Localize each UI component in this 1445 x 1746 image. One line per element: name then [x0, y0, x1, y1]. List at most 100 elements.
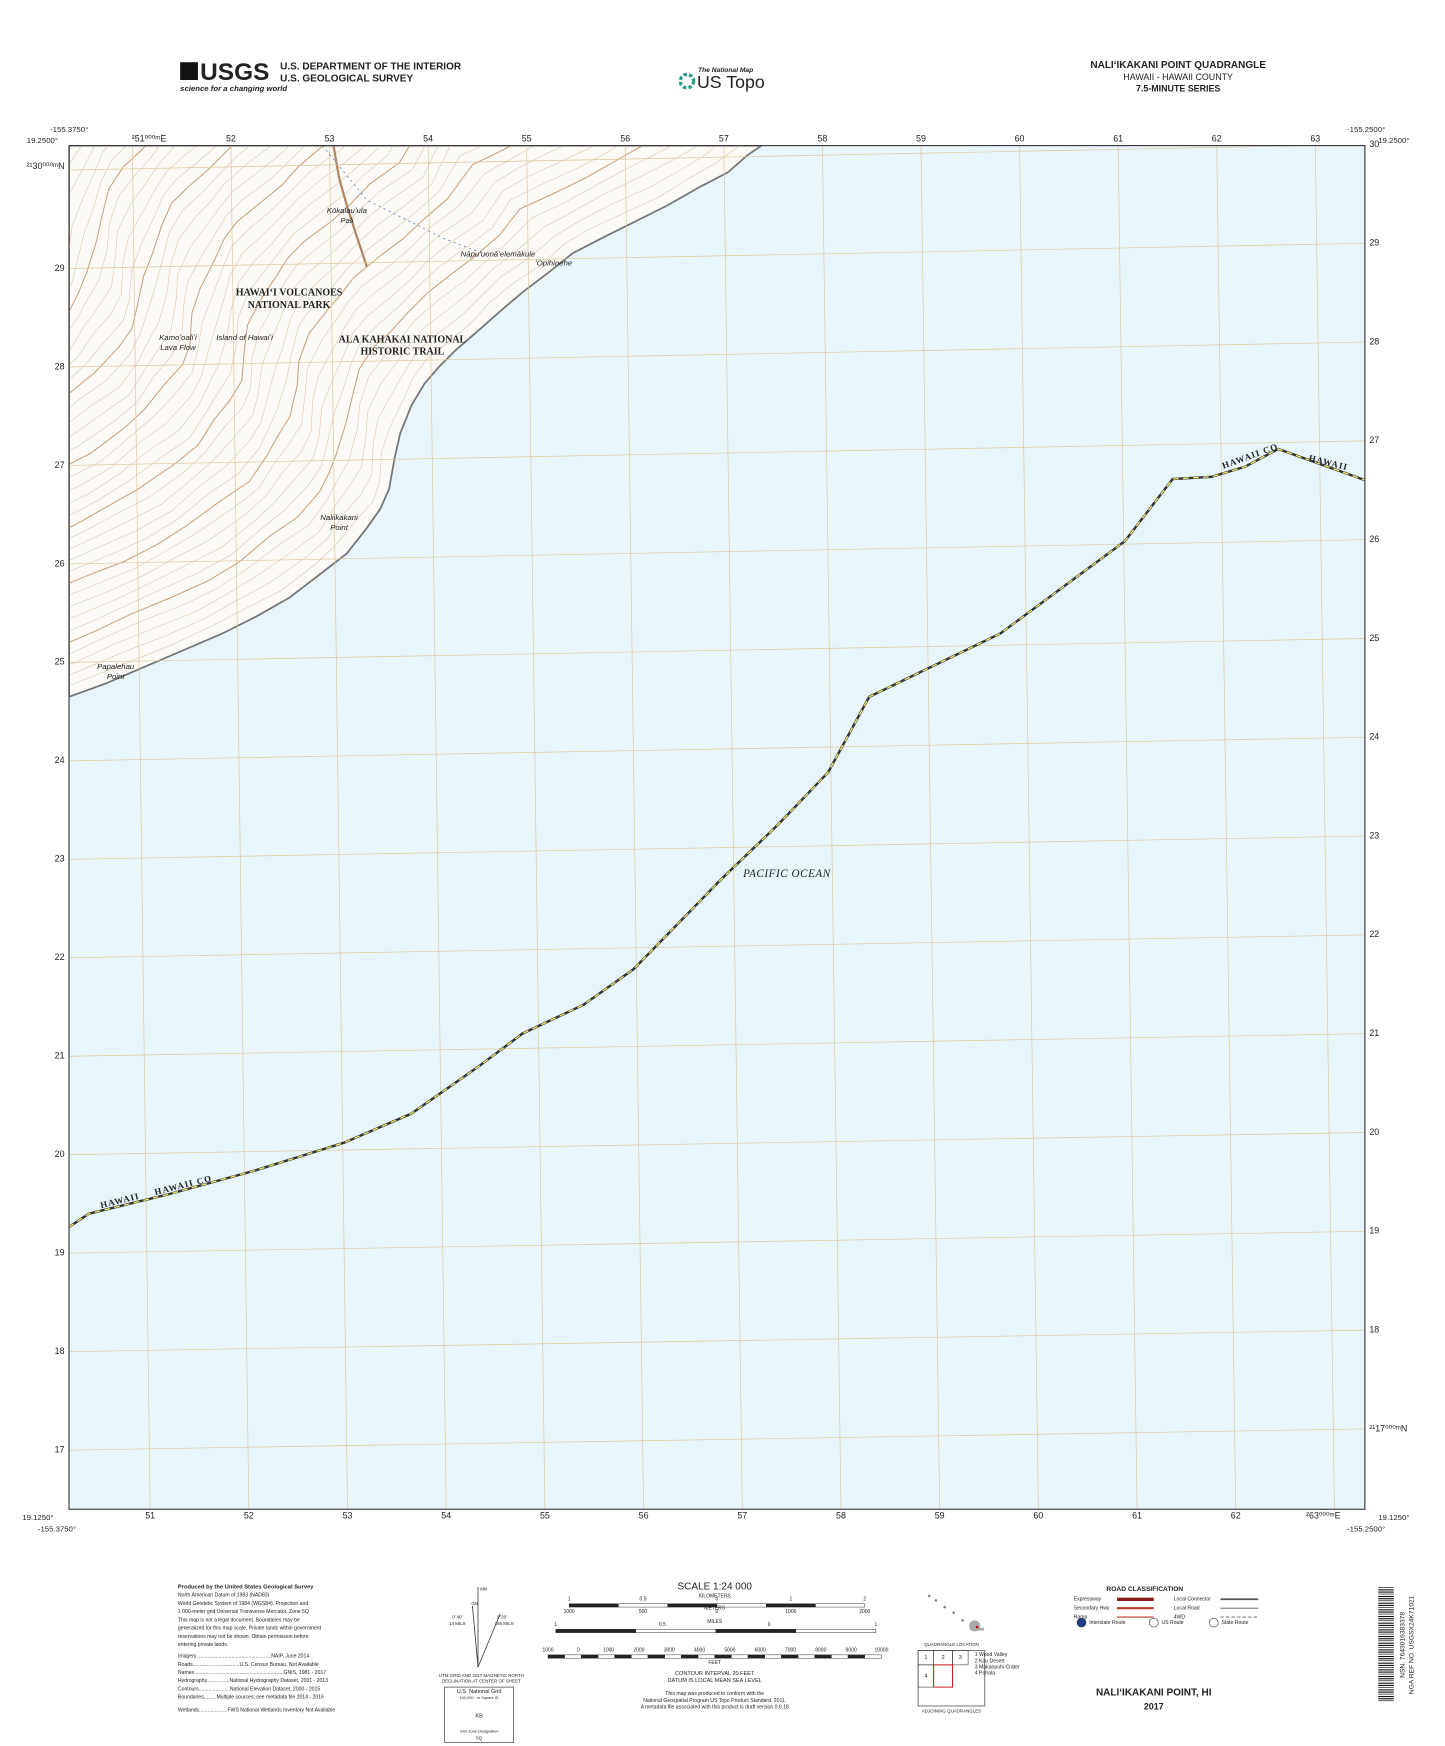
grid-label: 62	[1231, 1510, 1241, 1520]
grid-label: 53	[325, 133, 335, 143]
barcode-bar	[1378, 1609, 1394, 1611]
grid-label: 29	[1369, 238, 1379, 248]
contour-line	[69, 145, 495, 503]
grid-label: 20	[1369, 1127, 1379, 1137]
scale-bar-segment	[547, 1654, 565, 1659]
barcode-bar	[1378, 1664, 1394, 1666]
place-name: Papalehau	[97, 662, 135, 671]
contour-line	[69, 145, 625, 596]
grid-line	[69, 145, 1326, 171]
grid-label: 22	[1369, 929, 1379, 939]
scale-tick-label: 6000	[755, 1648, 766, 1654]
logo-tagline: science for a changing world	[180, 84, 287, 93]
corner-label: 19.2500°	[1378, 136, 1409, 145]
barcode-bar	[1378, 1695, 1394, 1698]
grid-line	[69, 341, 1365, 368]
barcode-bar	[1378, 1604, 1394, 1606]
barcode-bar	[1378, 1629, 1394, 1631]
barcode-bar	[1378, 1640, 1394, 1642]
scale-tick-label: 500	[639, 1609, 648, 1615]
grid-label: 60	[1033, 1510, 1043, 1520]
grid-line	[69, 242, 1365, 269]
grid-label: 63	[1310, 133, 1320, 143]
scale-bar-segment	[714, 1654, 732, 1659]
grid-line	[69, 934, 1365, 959]
standard-note: A metadata file associated with this pro…	[641, 1704, 789, 1710]
grid-line	[230, 145, 250, 1510]
barcode-bar	[1378, 1613, 1394, 1615]
barcode-bar	[1378, 1615, 1394, 1618]
scale-tick-label: 8000	[815, 1648, 826, 1654]
survey: U.S. GEOLOGICAL SURVEY	[280, 74, 413, 85]
grid-label: 25	[1369, 633, 1379, 643]
scale-tick-label: 4000	[694, 1648, 705, 1654]
scale-bar-segment	[635, 1629, 717, 1633]
contour-line	[69, 145, 512, 517]
contour-line	[69, 145, 710, 662]
grid-line	[526, 145, 546, 1510]
scale-tick-label: 1	[789, 1597, 792, 1603]
road-class: 4WD	[1174, 1614, 1186, 1620]
scale-tick-label: 7000	[785, 1648, 796, 1654]
road-class: Ramp	[1074, 1614, 1088, 1620]
declination-label: 9°20'	[497, 1614, 507, 1619]
credit-line: Imagery.................................…	[178, 1654, 309, 1660]
scale-bar-segment	[847, 1654, 865, 1659]
barcode-bar	[1378, 1591, 1394, 1593]
barcode-bar	[1378, 1589, 1394, 1591]
contour-line	[69, 145, 451, 474]
standard-note: National Geospatial Program US Topo Prod…	[643, 1698, 786, 1704]
series: 7.5-MINUTE SERIES	[1136, 83, 1220, 93]
grid-label: ²51⁰⁰⁰ᵐE	[132, 133, 167, 143]
contour-line	[69, 145, 504, 510]
grid-line	[69, 440, 1365, 466]
scale-bar-segment	[631, 1654, 649, 1659]
grid-line	[69, 539, 1365, 565]
grid-label: 21	[1369, 1028, 1379, 1038]
barcode-bar	[1378, 1689, 1394, 1691]
quad-title: NALIʻIKAKANI POINT QUADRANGLE	[1090, 60, 1266, 71]
road-class: Local Connector	[1174, 1597, 1212, 1603]
credit-line: Names...................................…	[178, 1670, 326, 1676]
quad-location-marker	[975, 1625, 979, 1629]
contour-line	[69, 145, 444, 466]
grid-label: 54	[423, 133, 433, 143]
contour-line	[69, 145, 732, 676]
usng-label: 5Q	[476, 1735, 482, 1740]
current-quad	[933, 1664, 954, 1688]
barcode-bar	[1378, 1667, 1394, 1668]
credit-line: entering private lands.	[178, 1642, 228, 1648]
road-class: Local Road	[1174, 1606, 1200, 1612]
barcode-bar	[1378, 1635, 1394, 1638]
place-name: Island of Hawaiʻi	[216, 333, 273, 342]
contour-line	[69, 145, 459, 481]
scale-tick-label: 1	[874, 1622, 877, 1628]
standard-note: This map was produced to conform with th…	[665, 1691, 764, 1697]
scale-bar-segment	[715, 1629, 797, 1633]
scale-bar-segment	[564, 1654, 582, 1659]
place-name: HAWAIʻI VOLCANOES	[236, 288, 343, 299]
us-topo-icon	[678, 72, 696, 90]
place-name: Naliikakani	[320, 513, 358, 522]
contour-line	[69, 145, 580, 568]
grid-label: 52	[244, 1510, 254, 1520]
place-name: ʻOpihinehe	[535, 258, 573, 267]
credit-line: Wetlands....................FWS National…	[178, 1707, 335, 1713]
grid-line	[69, 1428, 1365, 1451]
place-name: Lava Flow	[160, 343, 197, 352]
scale-bar-segment	[597, 1654, 615, 1659]
grid-line	[69, 1329, 1365, 1353]
grid-label: 61	[1113, 133, 1123, 143]
place-name: NATIONAL PARK	[248, 300, 331, 311]
contour-line	[69, 145, 565, 553]
scale-tick-label: 0	[768, 1622, 771, 1628]
corner-label: -155.3750°	[50, 125, 88, 134]
usng-label: 100,000 - m Square ID	[460, 1695, 499, 1700]
island	[934, 1599, 938, 1602]
grid-label: 26	[55, 558, 65, 568]
grid-label: ²¹30⁰⁰⁰ᵐN	[27, 161, 65, 171]
scale-bar-segment	[581, 1654, 599, 1659]
grid-label: 24	[55, 755, 65, 765]
scale-bar-segment	[618, 1603, 668, 1608]
